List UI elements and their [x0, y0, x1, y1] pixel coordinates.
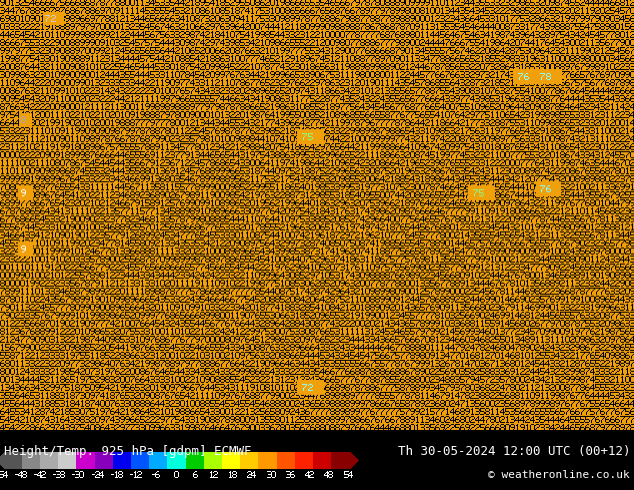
Text: Th 30-05-2024 12:00 UTC (00+12): Th 30-05-2024 12:00 UTC (00+12): [398, 444, 630, 458]
Text: Height/Temp. 925 hPa [gdpm] ECMWF: Height/Temp. 925 hPa [gdpm] ECMWF: [4, 444, 252, 458]
Text: © weatheronline.co.uk: © weatheronline.co.uk: [488, 470, 630, 480]
